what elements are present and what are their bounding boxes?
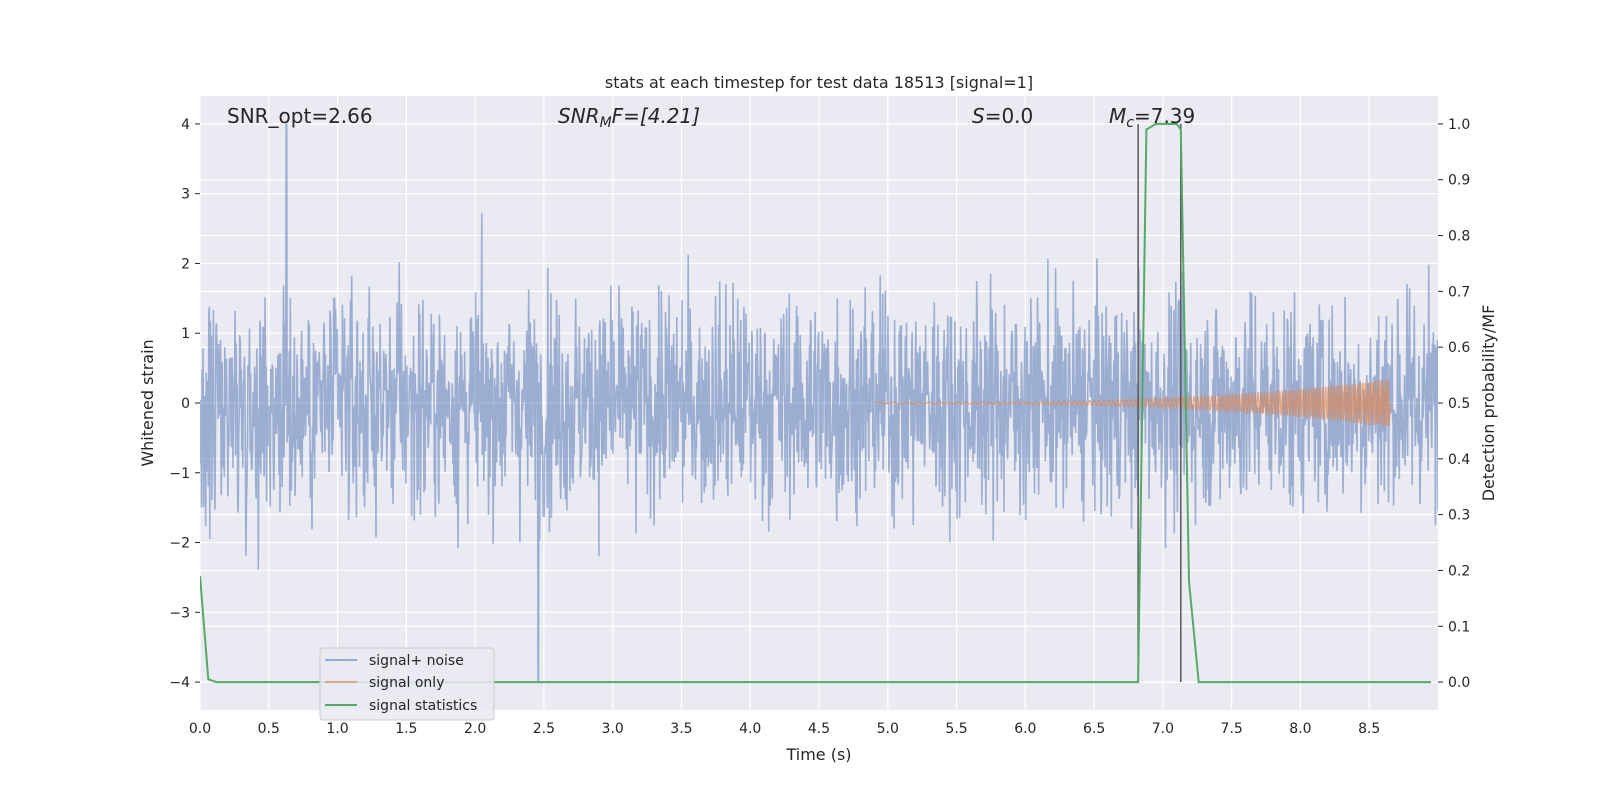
series-signal-noise-line: [200, 123, 1438, 683]
y-tick-label-right: 0.0: [1448, 675, 1470, 691]
x-tick-label: 8.5: [1358, 721, 1380, 737]
x-tick-label: 6.0: [1014, 721, 1036, 737]
y-tick-label-right: 0.6: [1448, 340, 1470, 356]
x-tick-label: 4.0: [739, 721, 761, 737]
series-signal-only-line: [873, 378, 1391, 427]
x-tick-label: 8.0: [1289, 721, 1311, 737]
legend: signal+ noise signal only signal statist…: [319, 647, 495, 721]
y-tick-label-right: 1.0: [1448, 117, 1470, 133]
y-tick-label-right: 0.2: [1448, 563, 1470, 579]
x-tick-label: 3.5: [670, 721, 692, 737]
x-tick-label: 1.5: [395, 721, 417, 737]
y-tick-label-left: 3: [181, 187, 190, 203]
legend-box: [319, 647, 495, 721]
x-tick-label: 5.5: [945, 721, 967, 737]
y-tick-label-left: −2: [169, 536, 190, 552]
y-tick-label-right: 0.7: [1448, 284, 1470, 300]
annotation-snr-opt: SNR_opt=2.66: [227, 104, 373, 128]
plot-content: [200, 122, 1438, 684]
legend-label-signal-only: signal only: [369, 675, 444, 691]
y-tick-label-right: 0.1: [1448, 619, 1470, 635]
annotation-s: S=0.0: [972, 104, 1033, 128]
x-tick-label: 3.0: [602, 721, 624, 737]
y-tick-label-right: 0.5: [1448, 396, 1470, 412]
y-ticks-right: 0.0 0.1 0.2 0.3 0.4 0.5 0.6 0.7 0.8 0.9 1.0: [1438, 117, 1470, 691]
y-tick-label-left: 0: [181, 396, 190, 412]
x-tick-label: 5.0: [877, 721, 899, 737]
x-axis-label: Time (s): [785, 745, 851, 764]
x-tick-label: 0.0: [189, 721, 211, 737]
x-tick-label: 2.5: [533, 721, 555, 737]
y-tick-label-left: 4: [181, 117, 190, 133]
y-tick-label-right: 0.9: [1448, 173, 1470, 189]
annotation-mc: Mc=7.39: [1109, 104, 1195, 131]
y-tick-label-left: 1: [181, 326, 190, 342]
y-tick-label-left: −1: [169, 466, 190, 482]
x-tick-label: 1.0: [326, 721, 348, 737]
legend-label-signal-noise: signal+ noise: [369, 653, 464, 669]
y-tick-label-right: 0.4: [1448, 452, 1470, 468]
x-tick-label: 0.5: [258, 721, 280, 737]
y-tick-label-left: −4: [169, 675, 190, 691]
y-tick-label-right: 0.3: [1448, 508, 1470, 524]
chart-title: stats at each timestep for test data 185…: [605, 73, 1033, 92]
x-ticks: 0.0 0.5 1.0 1.5 2.0 2.5 3.0 3.5 4.0 4.5 5.0 5.5 6.0 6…: [189, 721, 1380, 737]
x-tick-label: 7.5: [1221, 721, 1243, 737]
y-axis-label-right: Detection probability/MF: [1479, 305, 1498, 502]
y-ticks-left: −4 −3 −2 −1 0 1 2 3 4: [169, 117, 200, 691]
x-tick-label: 4.5: [808, 721, 830, 737]
annotation-snr-mf: SNRMF=[4.21]: [558, 104, 700, 131]
x-tick-label: 2.0: [464, 721, 486, 737]
x-tick-label: 6.5: [1083, 721, 1105, 737]
y-tick-label-left: 2: [181, 256, 190, 272]
legend-label-signal-statistics: signal statistics: [369, 698, 477, 714]
y-tick-label-right: 0.8: [1448, 229, 1470, 245]
x-tick-label: 7.0: [1152, 721, 1174, 737]
y-tick-label-left: −3: [169, 605, 190, 621]
y-axis-label-left: Whitened strain: [138, 339, 157, 466]
series-signal-statistics-line: [200, 122, 1432, 684]
